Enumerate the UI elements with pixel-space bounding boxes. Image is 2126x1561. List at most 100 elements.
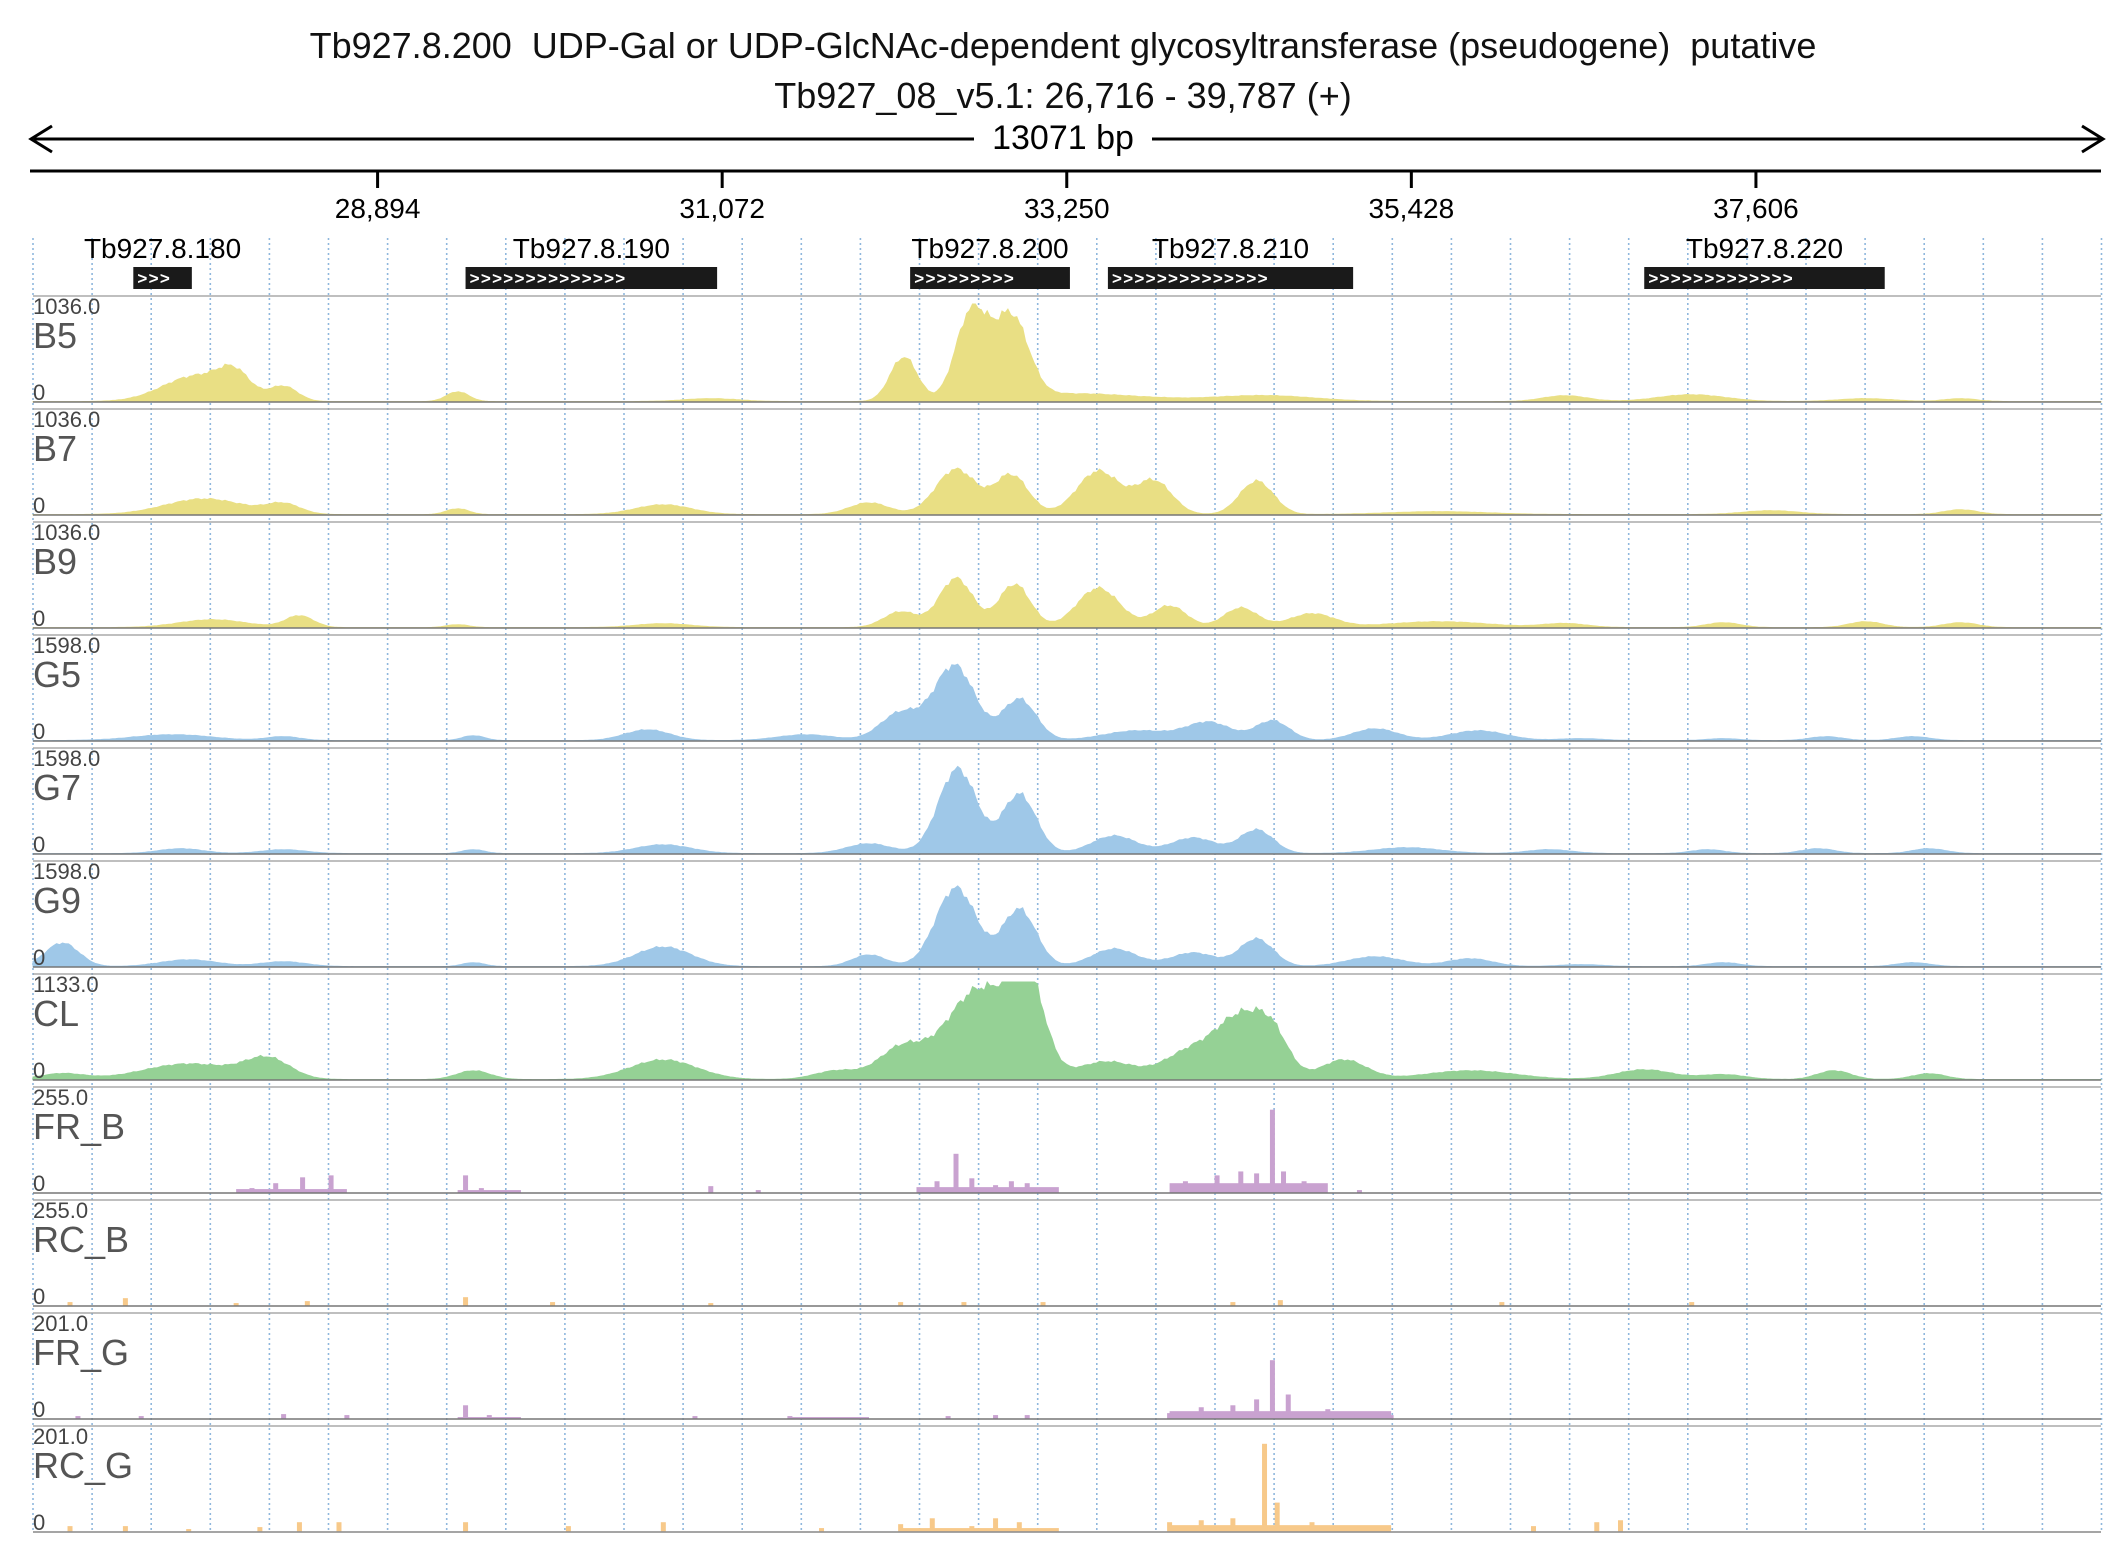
strand-arrows: >>>>>>>>>>>>> — [1648, 271, 1794, 290]
read-spike — [1230, 1518, 1236, 1532]
span-indicator: 13071 bp — [28, 119, 2106, 157]
read-spike — [1499, 1302, 1505, 1306]
read-spike — [67, 1526, 73, 1532]
gene-feature — [910, 267, 1070, 289]
coverage-area — [32, 885, 2102, 968]
gene-feature — [133, 267, 192, 289]
gene-feature — [1107, 267, 1354, 289]
read-spike — [1230, 1302, 1236, 1306]
read-spike — [1198, 1520, 1204, 1532]
strand-arrows: >>> — [137, 271, 171, 290]
track-name: RC_B — [33, 1219, 129, 1260]
coverage-area — [32, 980, 2102, 1081]
track-max-label: 255.0 — [33, 1198, 88, 1223]
track-max-label: 1598.0 — [33, 746, 100, 771]
track-min-label: 0 — [33, 1284, 45, 1309]
page-title: Tb927.8.200 UDP-Gal or UDP-GlcNAc-depend… — [309, 25, 1817, 66]
strand-arrows: >>>>>>>>>>>>>> — [1112, 271, 1269, 290]
gene-label: Tb927.8.220 — [1686, 233, 1843, 264]
read-spike — [122, 1298, 128, 1306]
read-spike — [1214, 1175, 1220, 1193]
read-baseline — [916, 1187, 1059, 1193]
read-spike — [304, 1301, 310, 1306]
read-spike — [1281, 1171, 1287, 1193]
read-spike — [463, 1522, 469, 1532]
read-spike — [1274, 1502, 1280, 1532]
read-baseline — [789, 1417, 869, 1419]
read-spike — [1254, 1173, 1260, 1193]
read-spike — [1230, 1405, 1236, 1419]
ruler-tick-label: 31,072 — [679, 193, 765, 224]
track-fr-g: 201.0FR_G 0 — [33, 1311, 2101, 1422]
gene-label: Tb927.8.210 — [1152, 233, 1309, 264]
read-spike — [1356, 1526, 1362, 1532]
track-min-label: 0 — [33, 1397, 45, 1422]
track-name: G5 — [33, 654, 81, 695]
read-spike — [898, 1524, 904, 1532]
read-spike — [787, 1416, 793, 1419]
track-max-label: 1133.0 — [33, 972, 99, 997]
read-spike — [993, 1415, 999, 1419]
track-name: CL — [33, 993, 79, 1034]
gene-label: Tb927.8.200 — [911, 233, 1068, 264]
track-min-label: 0 — [33, 1510, 45, 1535]
track-name: RC_G — [33, 1445, 133, 1486]
track-max-label: 1036.0 — [33, 520, 100, 545]
read-spike — [1238, 1171, 1244, 1193]
track-rc-g: 201.0RC_G 0 — [33, 1424, 2101, 1535]
read-spike — [1254, 1399, 1260, 1419]
track-fr-b: 255.0FR_B 0 — [33, 1085, 2101, 1196]
read-spike — [565, 1526, 571, 1532]
read-spike — [1024, 1183, 1030, 1193]
read-spike — [281, 1414, 287, 1419]
read-spike — [1594, 1522, 1600, 1532]
read-spike — [1048, 1188, 1054, 1193]
read-spike — [708, 1186, 714, 1193]
read-spike — [186, 1529, 192, 1532]
track-max-label: 201.0 — [33, 1311, 88, 1336]
gene-track: Tb927.8.180 >>> Tb927.8.190 >>>>>>>>>>>>>> T… — [84, 233, 1885, 290]
read-spike — [336, 1522, 342, 1532]
read-baseline — [1169, 1525, 1392, 1532]
gene-label: Tb927.8.180 — [84, 233, 241, 264]
grid-lines — [32, 238, 2103, 1533]
read-spike — [993, 1185, 999, 1193]
read-spike — [1301, 1181, 1307, 1193]
track-name: G9 — [33, 880, 81, 921]
track-max-label: 255.0 — [33, 1085, 88, 1110]
ruler-tick-label: 35,428 — [1369, 193, 1455, 224]
track-min-label: 0 — [33, 493, 45, 518]
coverage-area — [32, 576, 2102, 629]
read-spike — [660, 1522, 666, 1532]
read-spike — [969, 1526, 975, 1532]
read-spike — [273, 1183, 279, 1193]
read-spike — [463, 1175, 469, 1193]
track-b7: 1036.0B7 0 — [32, 407, 2102, 518]
read-spike — [708, 1303, 714, 1306]
read-spike — [1269, 1360, 1275, 1419]
track-name: B7 — [33, 428, 77, 469]
read-spike — [138, 1416, 144, 1419]
track-min-label: 0 — [33, 832, 45, 857]
ruler-tick-label: 28,894 — [335, 193, 421, 224]
read-spike — [486, 1415, 492, 1419]
track-min-label: 0 — [33, 1058, 45, 1083]
ruler-tick-label: 37,606 — [1713, 193, 1799, 224]
track-max-label: 1036.0 — [33, 294, 100, 319]
track-rc-b: 255.0RC_B 0 — [33, 1198, 2101, 1309]
strand-arrows: >>>>>>>>> — [914, 271, 1015, 290]
track-name: FR_B — [33, 1106, 125, 1147]
read-baseline — [900, 1528, 1059, 1532]
read-spike — [1198, 1407, 1204, 1419]
arrow-left-icon — [28, 124, 53, 154]
track-name: FR_G — [33, 1332, 129, 1373]
read-spike — [1277, 1300, 1283, 1306]
read-spike — [1388, 1415, 1394, 1419]
coverage-area — [32, 303, 2102, 403]
read-spike — [1024, 1415, 1030, 1419]
gene-feature — [1644, 267, 1885, 289]
read-spike — [755, 1190, 761, 1193]
read-spike — [1167, 1413, 1173, 1419]
read-spike — [1349, 1413, 1355, 1419]
read-spike — [993, 1518, 999, 1532]
